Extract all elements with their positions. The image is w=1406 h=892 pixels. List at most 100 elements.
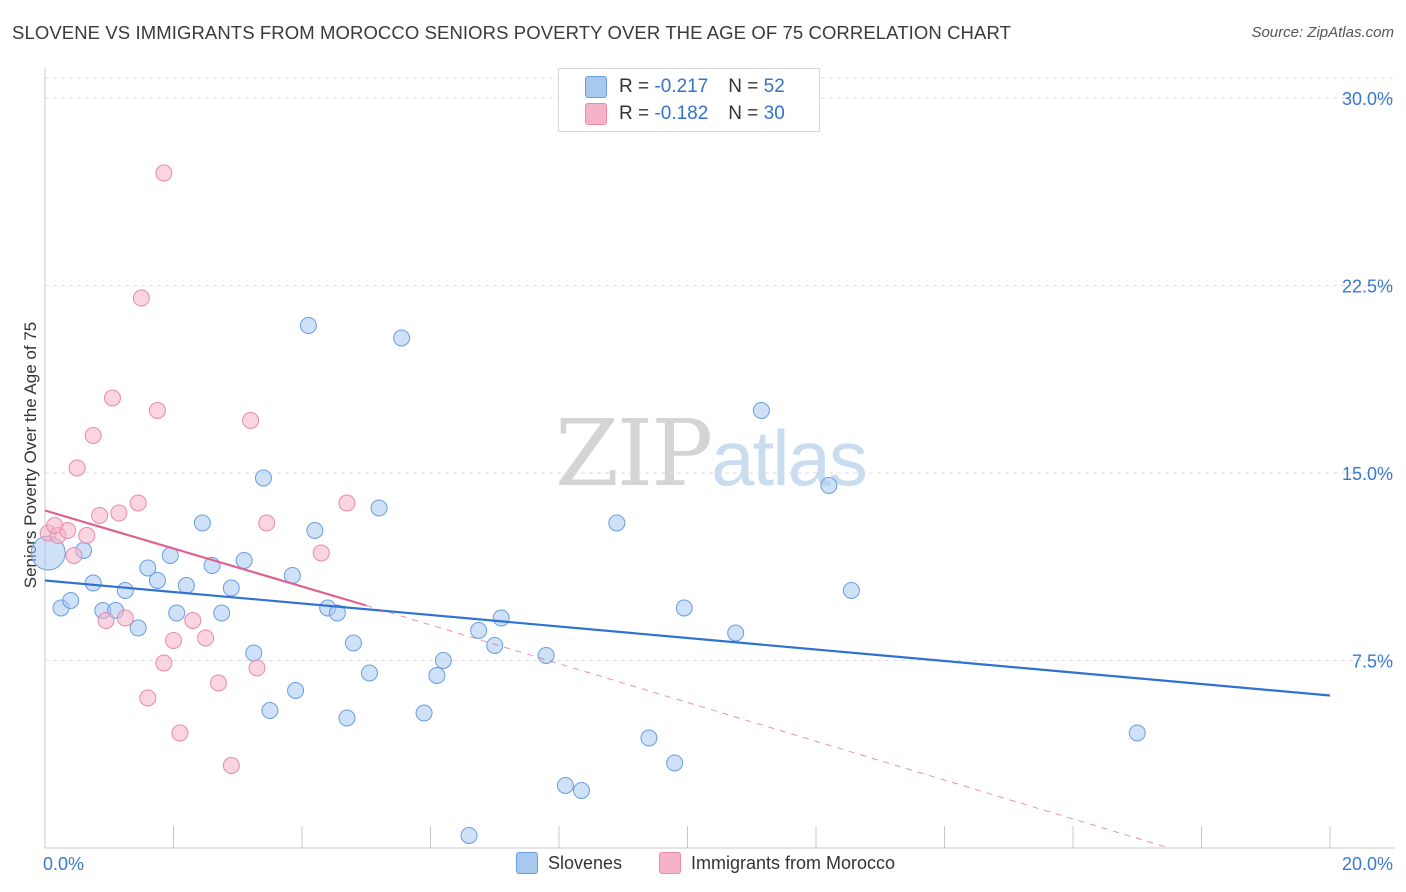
point-slovenes xyxy=(1128,724,1146,742)
point-morocco xyxy=(242,412,260,429)
point-slovenes xyxy=(84,574,102,592)
point-slovenes xyxy=(62,592,80,609)
bottom-legend-label: Immigrants from Morocco xyxy=(691,852,896,873)
point-slovenes xyxy=(434,652,452,669)
n-value: 30 xyxy=(763,103,785,124)
point-morocco xyxy=(338,494,356,512)
point-morocco xyxy=(132,289,150,307)
legend-swatch-slovenes xyxy=(585,76,607,98)
point-slovenes xyxy=(254,469,272,487)
point-slovenes xyxy=(245,644,263,662)
point-slovenes xyxy=(727,624,745,642)
point-slovenes xyxy=(299,317,317,334)
y-tick-label: 30.0% xyxy=(1342,89,1393,109)
source-label: Source: ZipAtlas.com xyxy=(1251,24,1394,41)
bottom-legend-slovenes: Slovenes xyxy=(516,852,622,874)
y-axis-label: Seniors Poverty Over the Age of 75 xyxy=(21,322,40,588)
x-tick-label: 0.0% xyxy=(43,854,84,874)
bottom-legend-morocco: Immigrants from Morocco xyxy=(659,852,895,874)
bottom-legend-label: Slovenes xyxy=(548,852,623,873)
watermark-atlas: atlas xyxy=(711,414,868,502)
point-slovenes xyxy=(486,637,504,654)
point-slovenes xyxy=(428,667,446,684)
point-slovenes xyxy=(177,577,195,594)
point-slovenes xyxy=(415,704,433,722)
point-slovenes xyxy=(820,477,838,494)
point-slovenes xyxy=(328,604,346,622)
r-value: -0.182 xyxy=(654,103,709,124)
watermark: ZIPatlas xyxy=(555,400,868,507)
point-morocco xyxy=(139,689,157,707)
point-morocco xyxy=(155,164,173,182)
point-slovenes xyxy=(148,572,166,589)
point-morocco xyxy=(248,659,266,677)
watermark-zip: ZIP xyxy=(555,400,713,507)
point-slovenes xyxy=(287,682,305,699)
r-label: R = xyxy=(619,76,650,97)
point-morocco xyxy=(65,547,83,564)
point-slovenes xyxy=(222,579,240,597)
point-morocco xyxy=(222,757,240,774)
point-slovenes xyxy=(460,827,478,844)
n-value: 52 xyxy=(763,76,785,97)
point-slovenes xyxy=(116,582,134,599)
point-slovenes xyxy=(492,609,510,627)
point-slovenes xyxy=(556,777,574,794)
point-slovenes xyxy=(608,514,626,532)
point-slovenes xyxy=(139,559,157,577)
n-label: N = xyxy=(728,76,759,97)
point-slovenes xyxy=(537,647,555,664)
point-slovenes xyxy=(213,604,231,622)
x-tick-label: 20.0% xyxy=(1342,854,1393,874)
point-morocco xyxy=(116,609,134,627)
point-morocco xyxy=(84,427,102,444)
point-morocco xyxy=(312,544,330,562)
point-slovenes xyxy=(360,664,378,682)
point-morocco xyxy=(103,389,121,407)
point-slovenes xyxy=(470,622,488,639)
point-morocco xyxy=(171,724,189,742)
point-morocco xyxy=(165,632,182,649)
trendline-morocco xyxy=(44,509,367,607)
point-slovenes xyxy=(235,552,253,569)
point-morocco xyxy=(155,654,173,672)
point-slovenes xyxy=(168,604,186,622)
bottom-legend-swatch-morocco xyxy=(659,852,681,874)
point-slovenes xyxy=(261,702,279,719)
point-slovenes xyxy=(666,754,684,772)
point-slovenes xyxy=(344,634,362,652)
point-morocco xyxy=(209,674,227,692)
trendline-morocco-extrapolated xyxy=(366,605,1170,849)
point-slovenes xyxy=(193,514,211,532)
point-morocco xyxy=(97,612,115,629)
point-morocco xyxy=(258,514,276,532)
y-tick-label: 22.5% xyxy=(1342,277,1393,297)
y-tick-label: 7.5% xyxy=(1352,652,1393,672)
r-label: R = xyxy=(619,103,650,124)
point-slovenes xyxy=(675,599,693,617)
point-morocco xyxy=(197,629,215,647)
y-tick-label: 15.0% xyxy=(1342,464,1393,484)
bottom-legend-swatch-slovenes xyxy=(516,852,538,874)
point-morocco xyxy=(129,494,147,512)
trendline-slovenes xyxy=(44,579,1331,697)
point-morocco xyxy=(68,459,86,477)
point-slovenes xyxy=(393,329,411,347)
point-morocco xyxy=(148,402,166,419)
legend-row-slovenes: R = -0.217 N = 52 xyxy=(585,74,785,100)
point-morocco xyxy=(91,507,109,524)
point-morocco xyxy=(110,504,128,522)
point-slovenes xyxy=(306,522,324,539)
point-slovenes xyxy=(842,582,860,599)
point-slovenes xyxy=(640,729,658,747)
point-morocco xyxy=(184,612,202,629)
point-slovenes xyxy=(572,782,590,799)
point-morocco xyxy=(46,517,64,534)
legend-swatch-morocco xyxy=(585,103,607,125)
stats-legend: R = -0.217 N = 52 R = -0.182 N = 30 xyxy=(558,68,820,132)
point-morocco xyxy=(78,527,96,544)
n-label: N = xyxy=(728,103,759,124)
point-slovenes xyxy=(129,619,147,637)
r-value: -0.217 xyxy=(654,76,709,97)
